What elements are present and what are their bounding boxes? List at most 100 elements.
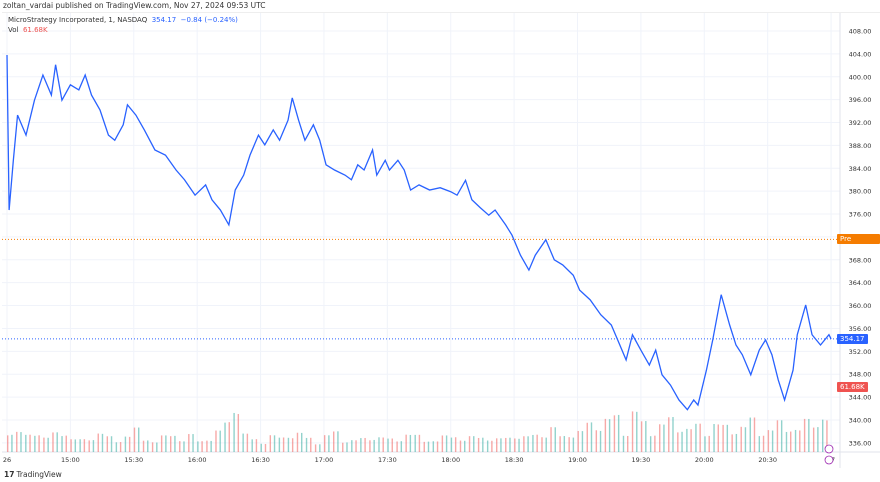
vol-value: 61.68K [22, 26, 48, 34]
volume-bar [454, 437, 457, 452]
volume-bar [301, 432, 303, 452]
volume-bar [314, 444, 317, 452]
x-tick-label: 20:30 [758, 456, 777, 464]
volume-bar [464, 440, 466, 452]
volume-bar [668, 417, 670, 452]
volume-bar [273, 435, 276, 452]
volume-bar [138, 427, 140, 452]
volume-bar [237, 414, 240, 452]
volume-bar [160, 435, 163, 452]
volume-bar [505, 437, 507, 452]
volume-bar [541, 437, 543, 452]
volume-bar [369, 440, 371, 452]
volume-bar [599, 430, 602, 452]
volume-bar [88, 440, 90, 452]
volume-bar [776, 420, 779, 452]
vol-label: Vol [8, 26, 19, 34]
volume-bar [640, 421, 643, 452]
volume-bar [409, 434, 412, 452]
pre-value: 371.58 [840, 245, 865, 254]
symbol-name[interactable]: MicroStrategy Incorporated, 1, NASDAQ [8, 16, 148, 24]
y-tick-label: 364.00 [849, 279, 872, 287]
volume-bar [686, 428, 688, 452]
y-tick-label: 360.00 [849, 302, 872, 310]
volume-bar [400, 441, 403, 452]
volume-bar [744, 427, 747, 452]
volume-bar [278, 437, 281, 452]
volume-bar [758, 436, 761, 452]
volume-bar [799, 430, 801, 452]
y-tick-label: 380.00 [849, 188, 872, 196]
y-tick-label: 396.00 [849, 96, 872, 104]
volume-bar [622, 435, 625, 452]
volume-bar [486, 440, 489, 452]
volume-bar [726, 424, 729, 452]
volume-bar [405, 434, 407, 452]
volume-bar [97, 433, 99, 452]
volume-bar [631, 411, 634, 452]
volume-bar [323, 435, 326, 452]
y-tick-label: 344.00 [849, 394, 872, 402]
volume-bar [156, 442, 158, 452]
volume-bar [360, 438, 362, 452]
volume-bar [717, 424, 719, 452]
volume-bar [242, 433, 244, 452]
volume-bar [355, 440, 357, 452]
volume-bar [328, 435, 330, 452]
volume-bar [572, 437, 575, 452]
volume-bar [794, 429, 797, 452]
volume-bar [228, 422, 230, 452]
x-tick-label: 15:00 [61, 456, 80, 464]
x-tick-label: 15:30 [124, 456, 143, 464]
volume-bar [219, 430, 221, 452]
volume-bar [822, 419, 824, 452]
volume-bar [617, 414, 620, 452]
volume-bar [319, 444, 321, 452]
volume-bar [722, 424, 724, 452]
volume-bar [25, 434, 27, 452]
volume-bar [523, 436, 525, 452]
chart-frame [2, 12, 880, 469]
volume-bar [477, 437, 480, 452]
x-tick-label: 16:30 [251, 456, 270, 464]
volume-bar [749, 417, 751, 452]
volume-bar [645, 421, 647, 452]
y-tick-label: 348.00 [849, 371, 872, 379]
volume-bar [7, 435, 9, 452]
volume-bar [282, 437, 285, 452]
volume-bar [568, 437, 570, 452]
volume-bar [378, 437, 380, 452]
y-tick-label: 368.00 [849, 256, 872, 264]
volume-bar [291, 438, 294, 452]
y-tick-label: 356.00 [849, 325, 872, 333]
volume-bar [206, 440, 208, 452]
volume-bar [604, 418, 607, 452]
volume-bar [482, 437, 484, 452]
volume-bar [554, 427, 556, 452]
volume-bar [491, 440, 493, 452]
x-tick-label: 17:30 [378, 456, 397, 464]
logo-mark: 17 [4, 470, 15, 479]
tradingview-logo[interactable]: 17 TradingView [4, 470, 62, 479]
volume-bar [128, 436, 131, 452]
volume-bar [20, 432, 22, 452]
volume-bar [595, 430, 598, 452]
y-tick-label: 336.00 [849, 439, 872, 447]
volume-bar [817, 427, 819, 452]
publisher-line: zoltan_vardai published on TradingView.c… [3, 1, 266, 10]
volume-bar [735, 433, 738, 452]
volume-bar [785, 431, 788, 452]
volume-bar [450, 437, 453, 452]
volume-bar [518, 438, 520, 452]
volume-bar [192, 434, 194, 452]
volume-bar [590, 422, 593, 452]
volume-bar [133, 427, 136, 452]
volume-bar [436, 441, 439, 452]
volume-bar [56, 432, 58, 452]
volume-bar [342, 442, 344, 452]
volume-bar [79, 439, 81, 452]
volume-bar [672, 417, 674, 452]
volume-bar [61, 436, 63, 452]
volume-bar [170, 436, 172, 452]
